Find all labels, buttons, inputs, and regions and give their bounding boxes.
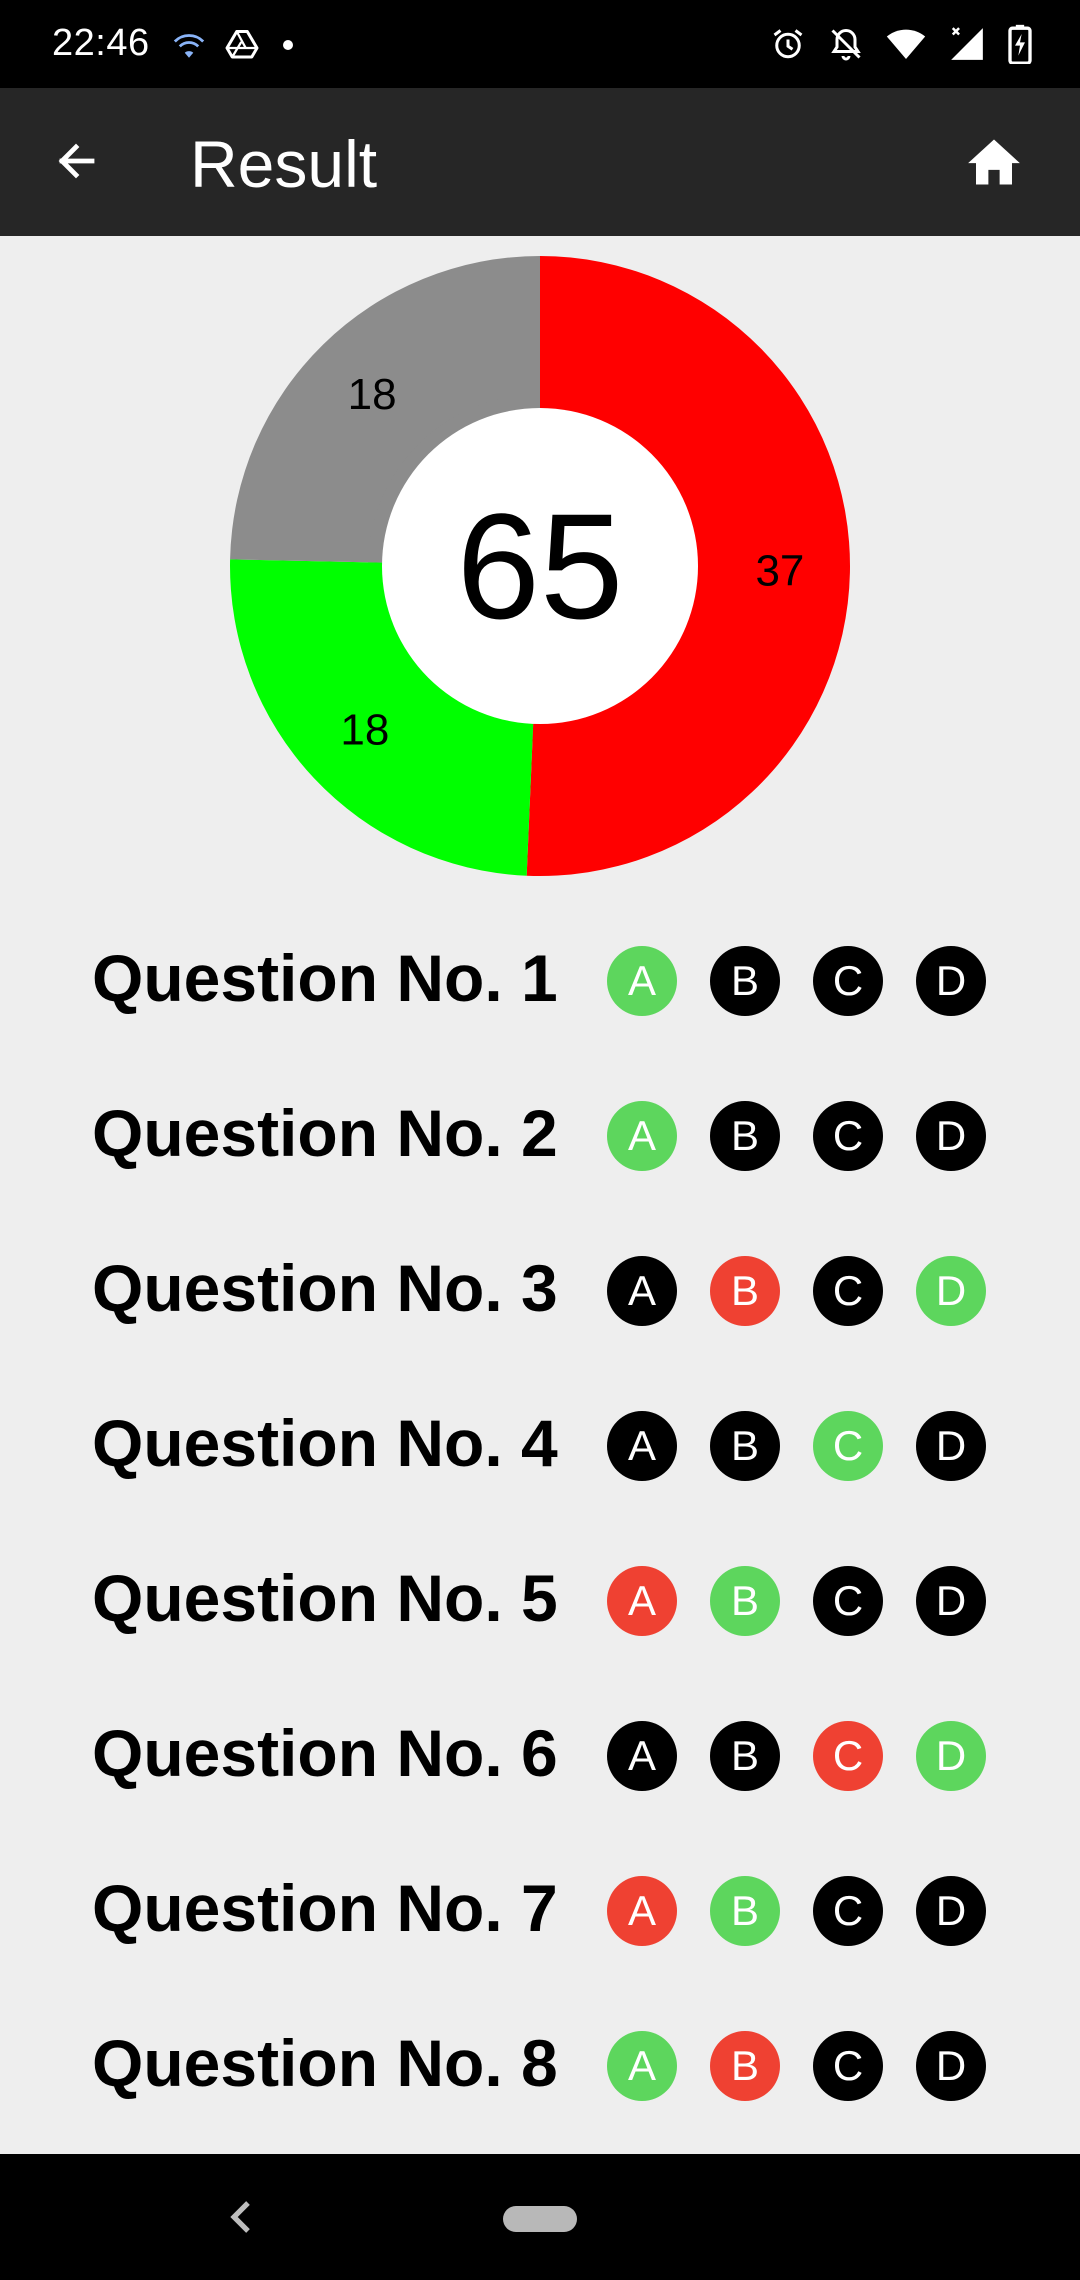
donut-slice-label: 37: [755, 547, 804, 596]
question-label: Question No. 2: [92, 1096, 558, 1170]
option-c-button[interactable]: C: [813, 1101, 883, 1171]
question-label: Question No. 8: [92, 2026, 558, 2100]
option-b-button[interactable]: B: [710, 1411, 780, 1481]
donut-slice-2: [230, 559, 534, 876]
question-label: Question No. 5: [92, 1561, 558, 1635]
option-a-button[interactable]: A: [607, 1721, 677, 1791]
status-right-icons: [770, 22, 1032, 66]
back-button[interactable]: [40, 132, 112, 194]
option-a-button[interactable]: A: [607, 946, 677, 1016]
option-d-button[interactable]: D: [916, 1256, 986, 1326]
option-a-button[interactable]: A: [607, 1256, 677, 1326]
question-label: Question No. 1: [92, 941, 558, 1015]
donut-svg: 37 18 18 65: [230, 256, 851, 876]
option-c-button[interactable]: C: [813, 2031, 883, 2101]
score-donut-chart: 37 18 18 65: [220, 246, 860, 886]
score-value: 65: [457, 482, 624, 650]
option-b-button[interactable]: B: [710, 1721, 780, 1791]
status-time: 22:46: [52, 22, 150, 64]
option-b-button[interactable]: B: [710, 2031, 780, 2101]
nav-back-icon: [220, 2201, 260, 2246]
option-d-button[interactable]: D: [916, 1721, 986, 1791]
option-d-button[interactable]: D: [916, 1876, 986, 1946]
alarm-icon: [770, 26, 806, 62]
option-c-button[interactable]: C: [813, 946, 883, 1016]
option-b-button[interactable]: B: [710, 1101, 780, 1171]
wifi-icon: [886, 26, 926, 62]
option-b-button[interactable]: B: [710, 1876, 780, 1946]
signal-icon: [948, 24, 986, 64]
option-d-button[interactable]: D: [916, 1101, 986, 1171]
home-icon: [967, 136, 1021, 193]
question-label: Question No. 4: [92, 1406, 558, 1480]
option-d-button[interactable]: D: [916, 946, 986, 1016]
donut-slice-label: 18: [348, 370, 397, 419]
option-b-button[interactable]: B: [710, 946, 780, 1016]
donut-slice-label: 18: [340, 706, 389, 755]
wifi-calling-icon: [172, 28, 206, 62]
question-label: Question No. 6: [92, 1716, 558, 1790]
option-a-button[interactable]: A: [607, 1566, 677, 1636]
status-left-icons: [172, 24, 298, 66]
option-a-button[interactable]: A: [607, 1411, 677, 1481]
page-title: Result: [190, 127, 378, 201]
option-c-button[interactable]: C: [813, 1566, 883, 1636]
battery-charging-icon: [1008, 24, 1032, 64]
option-c-button[interactable]: C: [813, 1411, 883, 1481]
option-a-button[interactable]: A: [607, 1101, 677, 1171]
arrow-back-icon: [52, 137, 100, 190]
option-d-button[interactable]: D: [916, 2031, 986, 2101]
notifications-off-icon: [828, 26, 864, 62]
option-b-button[interactable]: B: [710, 1566, 780, 1636]
option-a-button[interactable]: A: [607, 2031, 677, 2101]
option-c-button[interactable]: C: [813, 1721, 883, 1791]
option-c-button[interactable]: C: [813, 1256, 883, 1326]
notification-dot-icon: [278, 35, 298, 55]
option-a-button[interactable]: A: [607, 1876, 677, 1946]
question-label: Question No. 3: [92, 1251, 558, 1325]
nav-home-pill-icon[interactable]: [503, 2206, 577, 2232]
nav-back-button[interactable]: [220, 2192, 270, 2242]
app-bar: Result: [0, 88, 1080, 236]
option-d-button[interactable]: D: [916, 1566, 986, 1636]
donut-slice-3: [230, 256, 540, 563]
option-d-button[interactable]: D: [916, 1411, 986, 1481]
drive-icon: [224, 27, 260, 63]
status-bar: 22:46: [0, 0, 1080, 88]
question-label: Question No. 7: [92, 1871, 558, 1945]
home-button[interactable]: [948, 126, 1040, 202]
donut-center: [382, 408, 698, 724]
option-c-button[interactable]: C: [813, 1876, 883, 1946]
option-b-button[interactable]: B: [710, 1256, 780, 1326]
